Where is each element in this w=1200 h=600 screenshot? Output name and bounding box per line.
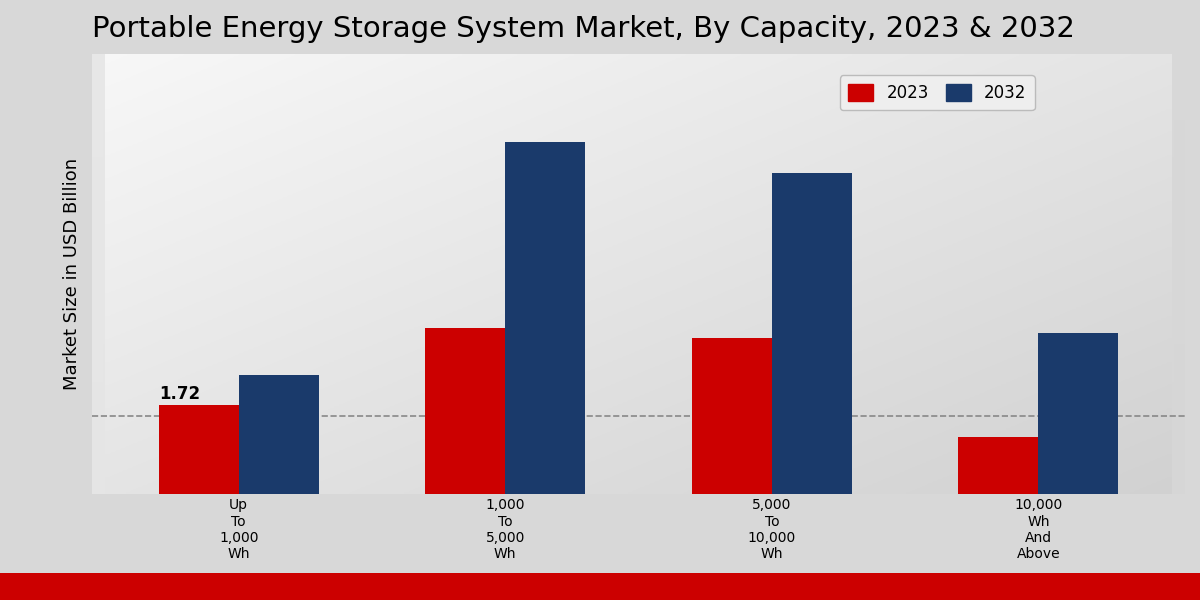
Legend: 2023, 2032: 2023, 2032 [840,75,1034,110]
Bar [959,437,1038,494]
Text: 1.72: 1.72 [158,385,200,403]
Bar [158,404,239,494]
Bar [772,173,852,494]
Bar [239,374,319,494]
Bar [692,338,772,494]
Y-axis label: Market Size in USD Billion: Market Size in USD Billion [62,158,82,389]
Bar [505,142,586,494]
Bar [425,328,505,494]
Bar [1038,333,1118,494]
Text: Portable Energy Storage System Market, By Capacity, 2023 & 2032: Portable Energy Storage System Market, B… [92,15,1075,43]
